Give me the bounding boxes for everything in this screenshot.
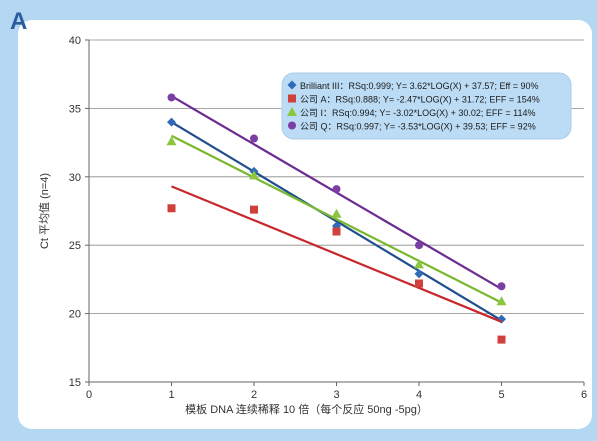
data-point xyxy=(497,335,506,344)
series-3 xyxy=(167,93,506,291)
trendline xyxy=(170,121,503,322)
panel-label: A xyxy=(10,8,28,35)
legend-marker xyxy=(288,121,296,130)
data-point xyxy=(497,282,506,291)
y-tick-label: 30 xyxy=(69,172,81,184)
data-point xyxy=(415,279,423,288)
data-point xyxy=(167,93,176,102)
y-tick-label: 20 xyxy=(69,309,81,321)
legend-entry: Brilliant III：RSq:0.999; Y= 3.62*LOG(X) … xyxy=(300,81,539,91)
y-tick-label: 25 xyxy=(69,240,81,252)
legend: Brilliant III：RSq:0.999; Y= 3.62*LOG(X) … xyxy=(281,72,572,140)
y-tick-label: 35 xyxy=(69,103,81,115)
data-point xyxy=(415,241,423,250)
x-tick-label: 2 xyxy=(251,389,257,401)
data-point xyxy=(414,259,424,269)
x-tick-label: 6 xyxy=(581,389,587,401)
trendline xyxy=(171,134,502,304)
legend-marker xyxy=(287,80,297,90)
legend-box xyxy=(281,72,572,140)
x-tick-label: 1 xyxy=(168,389,174,401)
x-axis-title: 模板 DNA 连续稀释 10 倍（每个反应 50ng -5pg） xyxy=(185,402,428,416)
legend-marker xyxy=(288,94,296,103)
series-1 xyxy=(167,185,506,344)
legend-entry: 公司 I：RSq:0.994; Y= -3.02*LOG(X) + 30.02;… xyxy=(300,108,536,118)
data-point xyxy=(167,204,176,213)
legend-entry: 公司 Q：RSq:0.997; Y= -3.53*LOG(X) + 39.53;… xyxy=(300,122,536,132)
data-point xyxy=(166,136,177,146)
data-point xyxy=(332,185,341,194)
data-point xyxy=(249,170,259,180)
data-point xyxy=(167,117,176,127)
legend-marker xyxy=(287,107,297,116)
data-point xyxy=(250,134,258,143)
y-tick-label: 15 xyxy=(69,377,81,389)
data-point xyxy=(332,227,341,236)
series-2 xyxy=(166,134,507,306)
x-tick-label: 5 xyxy=(498,389,504,401)
data-point xyxy=(250,205,258,214)
y-tick-label: 40 xyxy=(69,35,81,47)
data-point xyxy=(496,296,507,306)
y-axis-title: Ct 平均值 (n=4) xyxy=(38,173,51,249)
x-tick-label: 0 xyxy=(86,389,92,401)
data-point xyxy=(331,208,342,218)
data-point xyxy=(414,269,424,279)
legend-entry: 公司 A：RSq:0.888; Y= -2.47*LOG(X) + 31.72;… xyxy=(300,95,540,105)
trendline xyxy=(171,185,502,323)
x-tick-label: 4 xyxy=(416,389,422,401)
x-tick-label: 3 xyxy=(333,389,339,401)
